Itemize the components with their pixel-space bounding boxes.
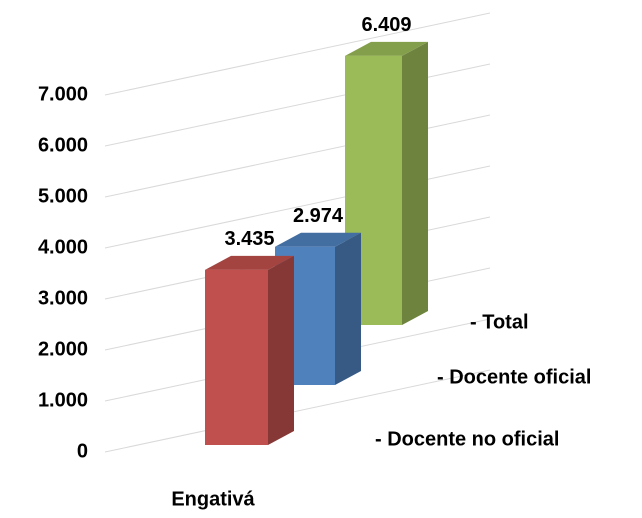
y-tick-label: 5.000: [38, 185, 88, 207]
grid-line: [104, 63, 491, 147]
legend-label: - Total: [470, 311, 529, 333]
value-label: 3.435: [224, 228, 274, 250]
legend-label: - Docente no oficial: [375, 428, 559, 450]
grid-line: [104, 369, 491, 453]
bar-side: [268, 255, 294, 445]
bar-top: [275, 232, 361, 247]
y-tick-label: 3.000: [38, 287, 88, 309]
y-tick-label: 2.000: [38, 338, 88, 360]
grid-line: [104, 12, 491, 96]
y-tick-label: 4.000: [38, 236, 88, 258]
bar-top: [205, 255, 294, 270]
bar: [205, 269, 268, 445]
y-tick-label: 0: [77, 440, 88, 462]
grid-line: [104, 114, 491, 198]
bar-side: [402, 41, 428, 326]
value-label: 2.974: [293, 205, 344, 227]
y-tick-label: 7.000: [38, 83, 88, 105]
y-tick-label: 1.000: [38, 389, 88, 411]
bar-side: [335, 232, 361, 385]
x-category-label: Engativá: [171, 488, 255, 510]
value-label: 6.409: [361, 14, 411, 36]
legend-label: - Docente oficial: [437, 366, 591, 388]
y-tick-label: 6.000: [38, 134, 88, 156]
bar-top: [345, 41, 428, 56]
